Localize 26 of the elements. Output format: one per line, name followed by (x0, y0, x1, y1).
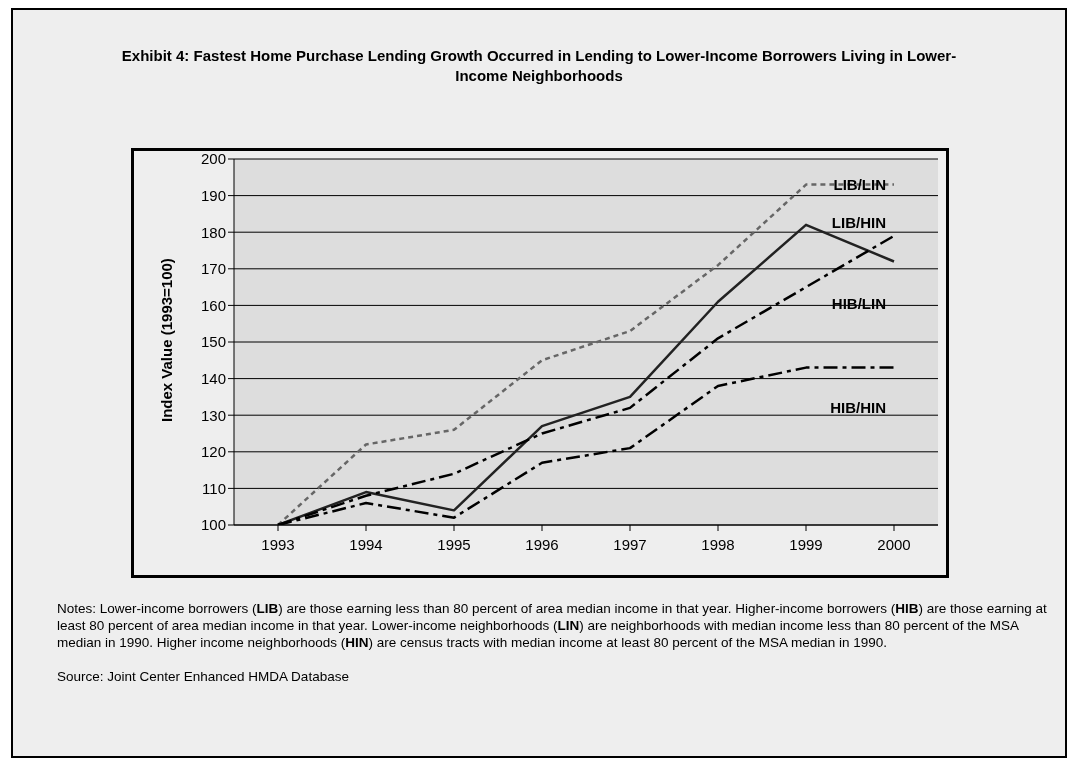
text: Notes: Lower-income borrowers (LIB) are those earning less than 80 percent of area median income in that year. Higher-income borrowers (HIB) are those earning at least 80 percent of area median income in that year. Lower-income neighborhoods (LIN) are neighborhoods with median income less than 80 percent of the MSA median in 1990. Higher income neighborhoods (HIN) are census tracts with median income at least 80 percent of the MSA median in 1990. (57, 601, 1047, 650)
x-tick-label: 1995 (437, 535, 471, 553)
x-tick-label: 1994 (349, 535, 383, 553)
x-tick-label: 2000 (877, 535, 911, 553)
source-note: Source: Joint Center Enhanced HMDA Database (57, 669, 349, 684)
y-tick-label: 200 (200, 150, 226, 168)
text: HIB/HIN (830, 398, 886, 416)
chart-title: Exhibit 4: Fastest Home Purchase Lending Growth Occurred in Lending to Lower-Income Borrowers Living in Lower-Income Neighborhoods (120, 46, 958, 86)
series-label: LIB/HIN (831, 214, 886, 232)
y-tick-label: 180 (200, 223, 226, 241)
series-label: LIB/LIN (833, 175, 886, 193)
y-tick-label: 140 (200, 369, 226, 387)
x-tick-label: 1993 (261, 535, 295, 553)
y-tick-label: 120 (200, 443, 226, 461)
y-tick-label: 110 (202, 479, 226, 497)
x-tick-label: 1997 (613, 535, 647, 553)
y-tick-label: 160 (200, 296, 226, 314)
y-tick-label: 170 (200, 260, 226, 278)
y-tick-label: 190 (200, 186, 226, 204)
y-tick-label: 100 (200, 516, 226, 534)
x-tick-label: 1998 (701, 535, 735, 553)
y-axis-title: Index Value (1993=100) (158, 258, 176, 422)
x-tick-label: 1999 (789, 535, 823, 553)
x-tick-label: 1996 (525, 535, 559, 553)
y-tick-label: 130 (200, 406, 226, 424)
y-tick-label: 150 (200, 333, 226, 351)
